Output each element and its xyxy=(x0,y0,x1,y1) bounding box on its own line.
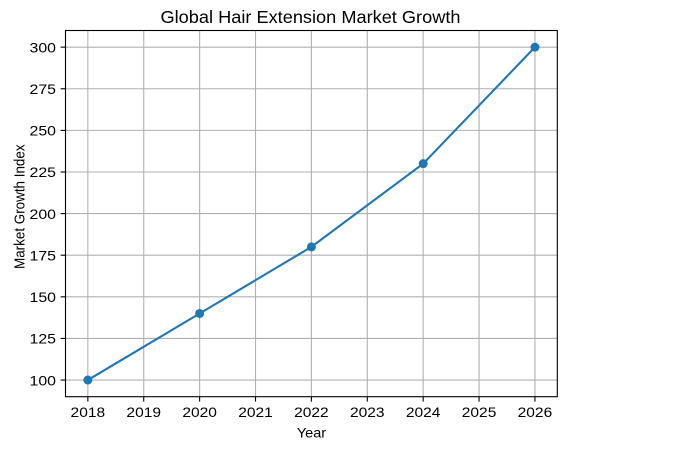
svg-text:275: 275 xyxy=(30,81,57,97)
svg-text:2021: 2021 xyxy=(238,404,273,420)
svg-text:225: 225 xyxy=(30,164,57,180)
svg-text:2026: 2026 xyxy=(518,404,553,420)
svg-text:250: 250 xyxy=(30,123,57,139)
svg-text:2018: 2018 xyxy=(71,404,106,420)
svg-text:300: 300 xyxy=(30,39,57,55)
svg-text:175: 175 xyxy=(30,247,57,263)
svg-text:Global Hair Extension Market G: Global Hair Extension Market Growth xyxy=(161,7,461,27)
svg-text:2024: 2024 xyxy=(406,404,441,420)
svg-text:2022: 2022 xyxy=(294,404,329,420)
svg-text:Market Growth Index: Market Growth Index xyxy=(13,144,29,269)
svg-text:150: 150 xyxy=(30,289,57,305)
svg-text:125: 125 xyxy=(30,331,57,347)
svg-text:200: 200 xyxy=(30,206,57,222)
svg-text:2020: 2020 xyxy=(182,404,217,420)
svg-text:100: 100 xyxy=(30,372,57,388)
svg-text:Year: Year xyxy=(297,425,327,441)
svg-text:2019: 2019 xyxy=(126,404,161,420)
svg-text:2025: 2025 xyxy=(462,404,497,420)
svg-text:2023: 2023 xyxy=(350,404,385,420)
